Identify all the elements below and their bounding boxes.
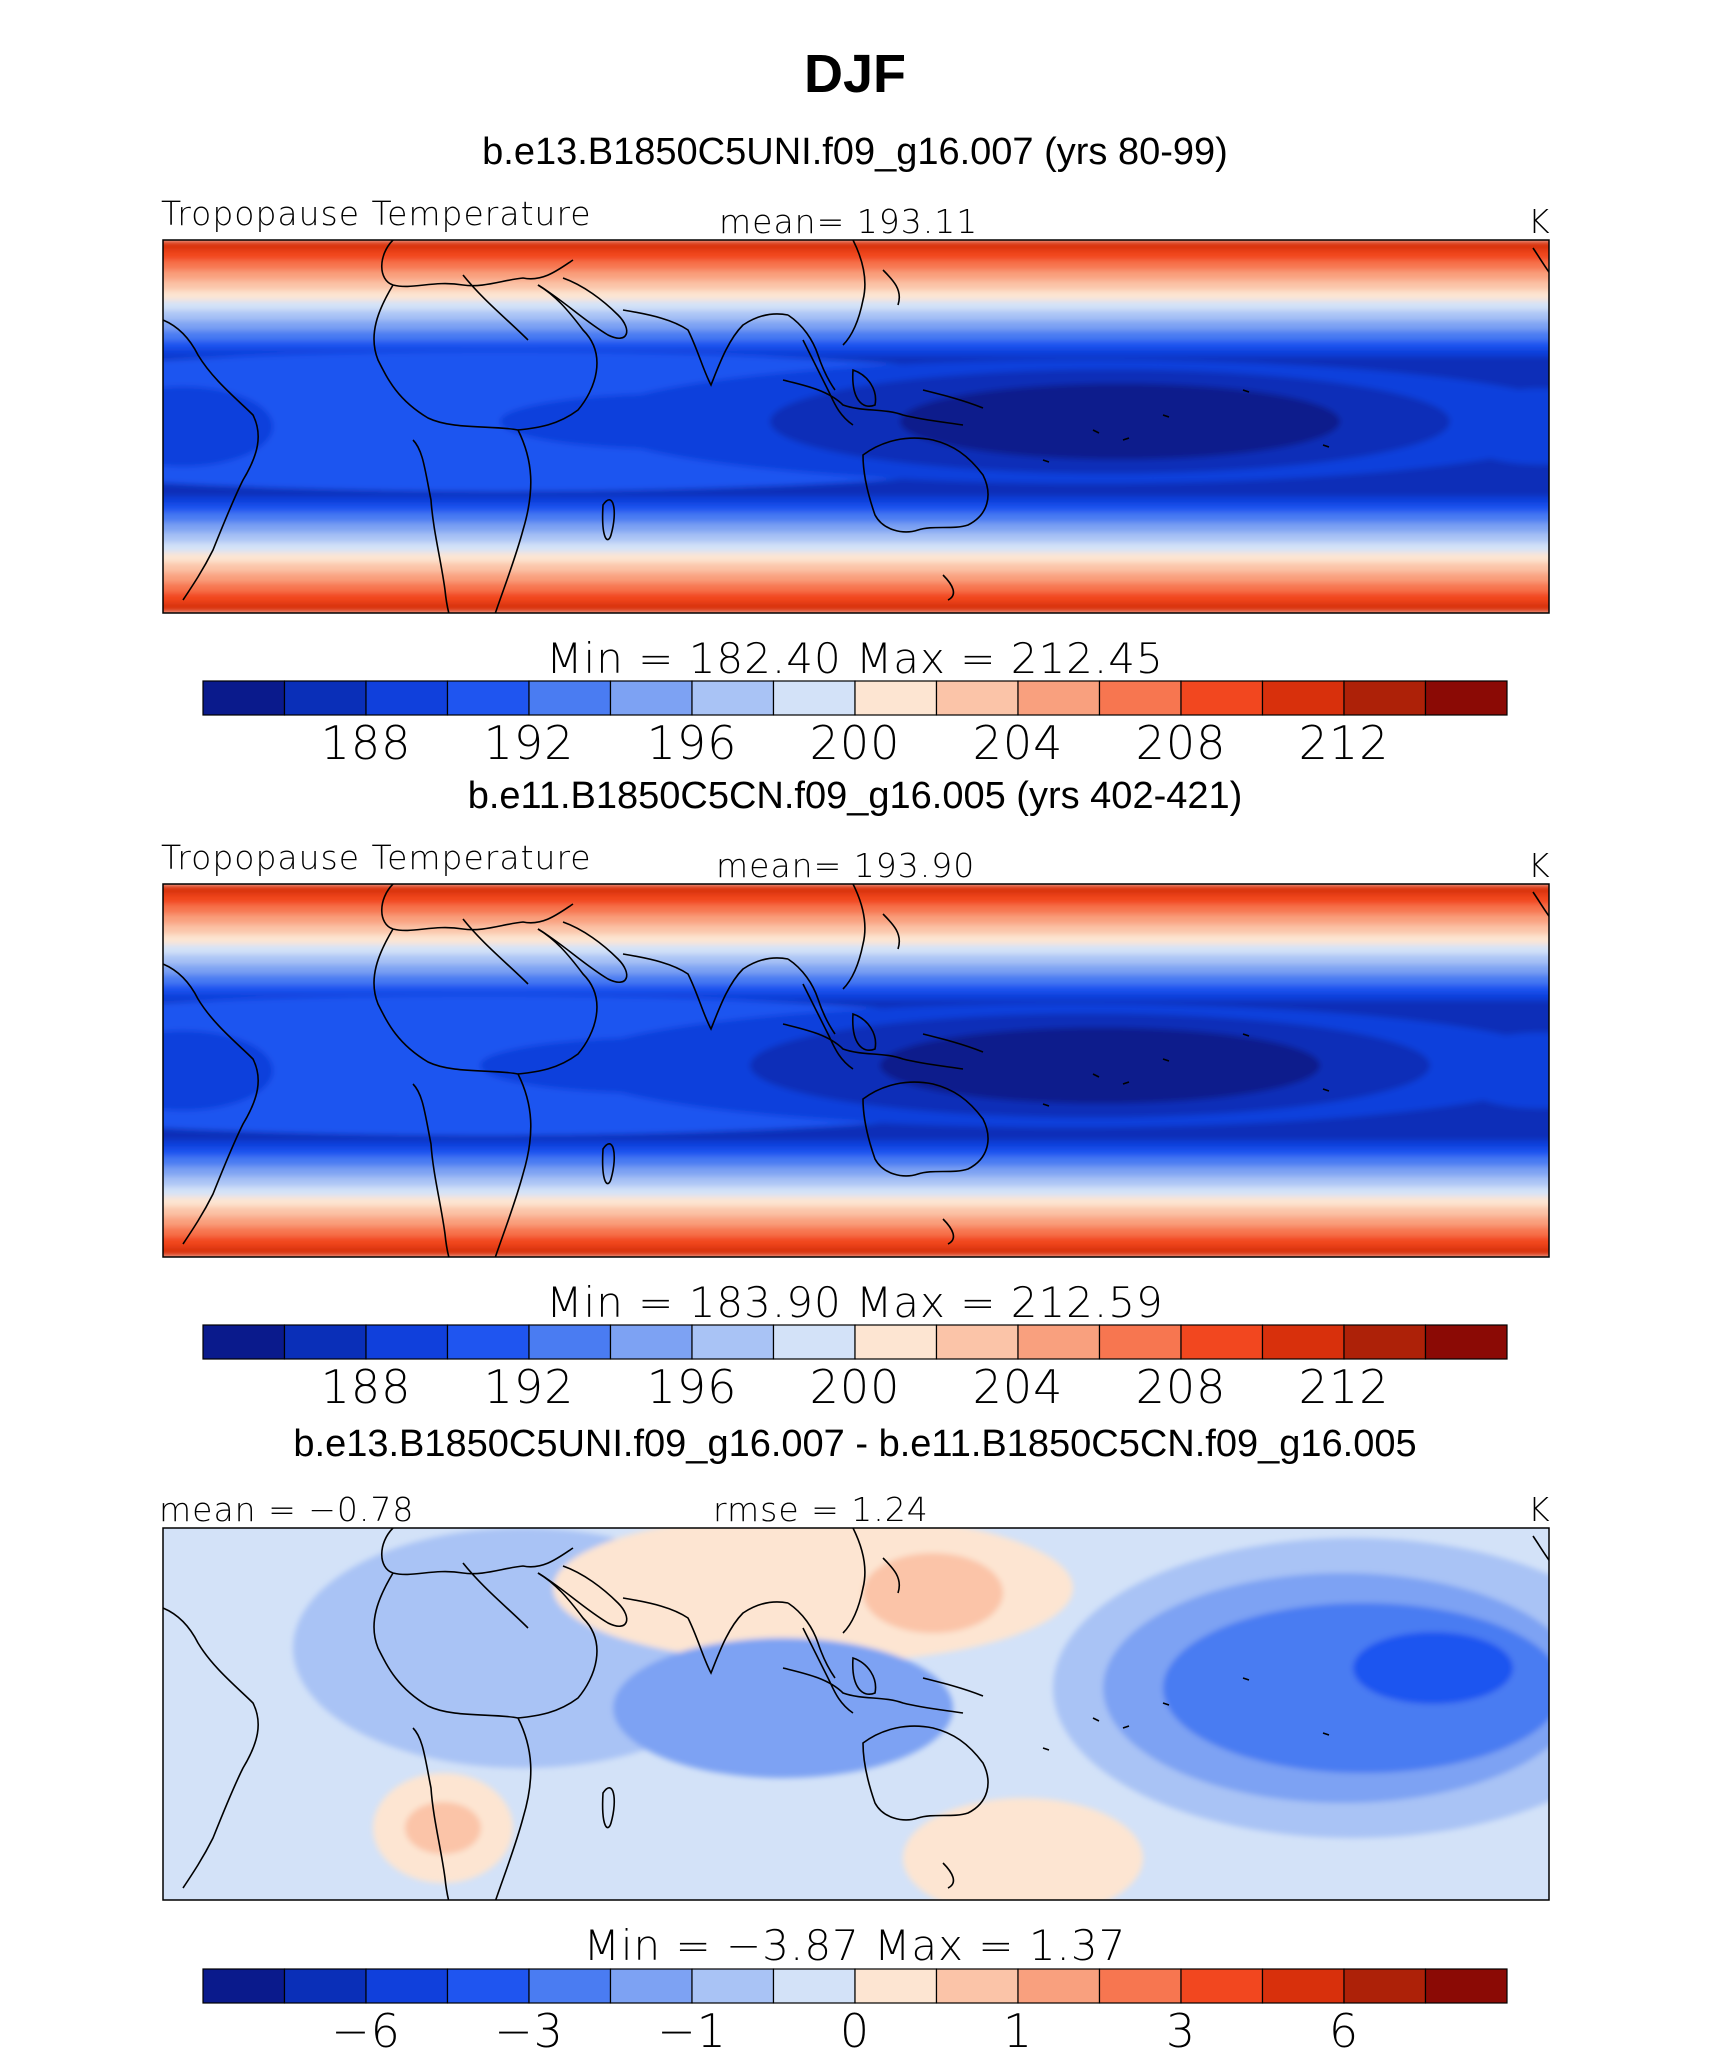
map-3-field (163, 1528, 1549, 1900)
colorbar-3-swatch (1424, 1968, 1508, 2004)
colorbar-3-swatch (1017, 1968, 1101, 2004)
colorbar-2-tick-label: 200 (809, 1360, 901, 1414)
colorbar-2-swatch (1424, 1324, 1508, 1360)
panel-1-variable-label: Tropopause Temperature (161, 194, 592, 233)
colorbar-3 (202, 1968, 1508, 2004)
colorbar-3-tick-label: 3 (1165, 2004, 1197, 2048)
colorbar-1-swatch (528, 680, 612, 716)
colorbar-1-tick-label: 208 (1135, 716, 1227, 770)
colorbar-3-swatch (202, 1968, 286, 2004)
colorbar-1-tick-label: 196 (646, 716, 738, 770)
colorbar-1-swatch (1098, 680, 1182, 716)
panel-3-mean-label: mean = −0.78 (159, 1490, 415, 1529)
colorbar-2-swatch (528, 1324, 612, 1360)
colorbar-3-swatch (935, 1968, 1019, 2004)
colorbar-3-swatch (283, 1968, 367, 2004)
figure-title: DJF (803, 44, 906, 104)
colorbar-2-swatch (1343, 1324, 1427, 1360)
colorbar-3-tick-label: 1 (1002, 2004, 1034, 2048)
colorbar-2-swatch (365, 1324, 449, 1360)
colorbar-3-swatch (365, 1968, 449, 2004)
colorbar-1-swatch (854, 680, 938, 716)
colorbar-2-swatch (1017, 1324, 1101, 1360)
panel-2-variable-label: Tropopause Temperature (161, 838, 592, 877)
panel-3-title: b.e13.B1850C5UNI.f09_g16.007 - b.e11.B18… (293, 1423, 1417, 1465)
colorbar-1-swatch (1180, 680, 1264, 716)
colorbar-1-swatch (283, 680, 367, 716)
map-1-field (163, 240, 1549, 613)
panel-1-mean-label: mean= 193.11 (719, 202, 979, 241)
colorbar-2-swatch (202, 1324, 286, 1360)
map-3-frame (162, 1527, 1550, 1901)
colorbar-1 (202, 680, 1508, 716)
colorbar-3-tick-label: −6 (331, 2004, 401, 2048)
colorbar-3-tick-label: −3 (494, 2004, 564, 2048)
panel-2-units-label: K (1528, 846, 1551, 885)
panel-1-minmax: Min = 182.40 Max = 212.45 (546, 634, 1164, 683)
colorbar-2-tick-label: 196 (646, 1360, 738, 1414)
colorbar-2-tick-label: 192 (483, 1360, 575, 1414)
map-1-frame (162, 239, 1550, 614)
colorbar-2-swatch (1261, 1324, 1345, 1360)
panel-1-units-label: K (1528, 202, 1551, 241)
colorbar-3-swatch (854, 1968, 938, 2004)
colorbar-3-swatch (691, 1968, 775, 2004)
colorbar-3-swatch (1343, 1968, 1427, 2004)
colorbar-1-swatch (446, 680, 530, 716)
colorbar-1-swatch (365, 680, 449, 716)
colorbar-3-swatch (1180, 1968, 1264, 2004)
panel-2-minmax: Min = 183.90 Max = 212.59 (546, 1278, 1164, 1327)
panel-2-title: b.e11.B1850C5CN.f09_g16.005 (yrs 402-421… (467, 775, 1243, 817)
colorbar-2-swatch (691, 1324, 775, 1360)
colorbar-2-tick-label: 208 (1135, 1360, 1227, 1414)
panel-3-rmse-label: rmse = 1.24 (713, 1490, 929, 1529)
colorbar-3-swatch (1261, 1968, 1345, 2004)
colorbar-1-swatch (1424, 680, 1508, 716)
colorbar-1-swatch (1343, 680, 1427, 716)
colorbar-3-swatch (609, 1968, 693, 2004)
colorbar-2-swatch (609, 1324, 693, 1360)
colorbar-1-swatch (691, 680, 775, 716)
colorbar-3-swatch (1098, 1968, 1182, 2004)
panel-3-units-label: K (1528, 1490, 1551, 1529)
colorbar-3-tick-label: 0 (839, 2004, 871, 2048)
colorbar-2-swatch (446, 1324, 530, 1360)
panel-1-title: b.e13.B1850C5UNI.f09_g16.007 (yrs 80-99) (482, 131, 1228, 173)
colorbar-3-swatch (446, 1968, 530, 2004)
panel-2-mean-label: mean= 193.90 (716, 846, 976, 885)
map-2-frame (162, 883, 1550, 1258)
map-2-field (163, 884, 1549, 1257)
colorbar-1-tick-label: 200 (809, 716, 901, 770)
colorbar-1-swatch (935, 680, 1019, 716)
colorbar-1-tick-label: 192 (483, 716, 575, 770)
colorbar-2-swatch (772, 1324, 856, 1360)
colorbar-1-tick-label: 212 (1298, 716, 1390, 770)
colorbar-1-tick-label: 188 (320, 716, 412, 770)
colorbar-2-swatch (1098, 1324, 1182, 1360)
colorbar-3-swatch (528, 1968, 612, 2004)
colorbar-3-swatch (772, 1968, 856, 2004)
panel-3-minmax: Min = −3.87 Max = 1.37 (583, 1921, 1127, 1970)
colorbar-3-tick-label: 6 (1328, 2004, 1360, 2048)
colorbar-1-tick-label: 204 (972, 716, 1064, 770)
colorbar-2-swatch (854, 1324, 938, 1360)
colorbar-3-tick-label: −1 (657, 2004, 727, 2048)
colorbar-2-swatch (283, 1324, 367, 1360)
colorbar-2-tick-label: 188 (320, 1360, 412, 1414)
colorbar-2-tick-label: 204 (972, 1360, 1064, 1414)
colorbar-2-tick-label: 212 (1298, 1360, 1390, 1414)
colorbar-2-swatch (935, 1324, 1019, 1360)
colorbar-1-swatch (772, 680, 856, 716)
colorbar-1-swatch (609, 680, 693, 716)
colorbar-1-swatch (1017, 680, 1101, 716)
colorbar-2-swatch (1180, 1324, 1264, 1360)
colorbar-1-swatch (202, 680, 286, 716)
colorbar-2 (202, 1324, 1508, 1360)
colorbar-1-swatch (1261, 680, 1345, 716)
